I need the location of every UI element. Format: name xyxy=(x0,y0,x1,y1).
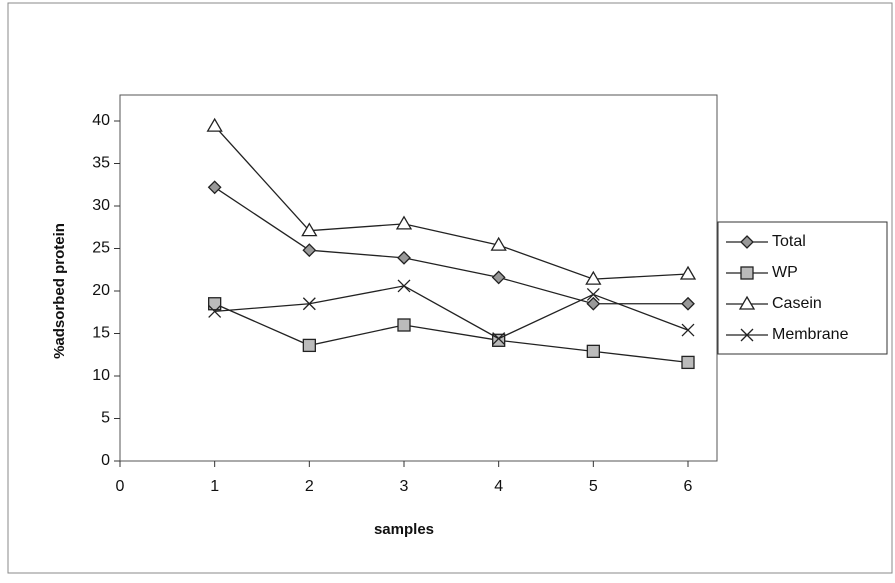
x-tick-label: 2 xyxy=(305,478,314,495)
y-tick-label: 35 xyxy=(92,155,110,172)
legend-label: Membrane xyxy=(772,326,849,343)
chart: samples %adsorbed protein 05101520253035… xyxy=(0,0,895,578)
y-tick-label: 15 xyxy=(92,325,110,342)
x-tick-label: 3 xyxy=(400,478,409,495)
y-tick-label: 40 xyxy=(92,112,110,129)
y-tick-label: 20 xyxy=(92,282,110,299)
y-tick-label: 25 xyxy=(92,240,110,257)
legend-label: WP xyxy=(772,264,798,281)
y-tick-label: 0 xyxy=(101,452,110,469)
y-tick-label: 5 xyxy=(101,410,110,427)
marker xyxy=(682,356,694,368)
y-tick-label: 10 xyxy=(92,367,110,384)
x-tick-label: 6 xyxy=(684,478,693,495)
x-tick-label: 1 xyxy=(210,478,219,495)
x-tick-label: 5 xyxy=(589,478,598,495)
x-tick-label: 0 xyxy=(116,478,125,495)
marker xyxy=(303,339,315,351)
legend-label: Total xyxy=(772,233,806,250)
x-tick-label: 4 xyxy=(494,478,503,495)
y-tick-label: 30 xyxy=(92,197,110,214)
marker xyxy=(398,319,410,331)
legend-marker xyxy=(741,267,753,279)
legend-label: Casein xyxy=(772,295,822,312)
y-axis-label: %adsorbed protein xyxy=(51,223,68,359)
x-axis-label: samples xyxy=(374,521,434,538)
marker xyxy=(587,345,599,357)
